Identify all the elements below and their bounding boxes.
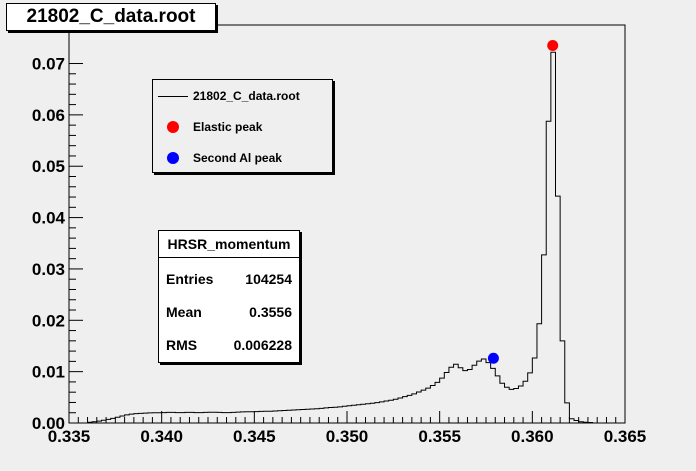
blue-dot-icon: [167, 152, 179, 164]
peak-markers: [487, 40, 559, 364]
y-tick-label: 0.05: [32, 157, 65, 176]
stats-row-rms: RMS 0.006228: [166, 335, 292, 355]
second-al-peak-marker: [487, 352, 499, 364]
stats-value: 0.3556: [249, 304, 292, 320]
histogram-line: [87, 51, 594, 423]
x-tick-label: 0.365: [604, 427, 647, 446]
y-tick-labels: 0.00 0.01 0.02 0.03 0.04 0.05 0.06 0.07: [32, 55, 66, 433]
legend-item-second-al-peak: Second Al peak: [153, 148, 332, 168]
y-tick-label: 0.01: [32, 363, 65, 382]
legend: 21802_C_data.root Elastic peak Second Al…: [152, 79, 333, 173]
y-tick-label: 0.04: [32, 209, 66, 228]
elastic-peak-marker: [547, 40, 559, 52]
stats-value: 0.006228: [233, 337, 292, 353]
stats-box: HRSR_momentum Entries 104254 Mean 0.3556…: [158, 230, 300, 363]
legend-label: Elastic peak: [193, 120, 263, 134]
y-tick-label: 0.03: [32, 260, 65, 279]
x-tick-label: 0.350: [326, 427, 369, 446]
axis-ticks: [68, 63, 626, 424]
stats-row-entries: Entries 104254: [166, 269, 292, 289]
chart-title: 21802_C_data.root: [6, 3, 216, 31]
stats-label: Entries: [166, 271, 214, 287]
y-tick-label: 0.07: [32, 55, 65, 74]
x-tick-label: 0.335: [48, 427, 91, 446]
legend-line-swatch: [158, 95, 188, 97]
legend-item-histogram: 21802_C_data.root: [153, 86, 332, 106]
stats-label: Mean: [166, 304, 202, 320]
y-tick-label: 0.00: [32, 414, 65, 433]
x-tick-label: 0.355: [418, 427, 461, 446]
legend-item-elastic-peak: Elastic peak: [153, 117, 332, 137]
legend-label: Second Al peak: [193, 151, 282, 165]
legend-label: 21802_C_data.root: [193, 89, 300, 103]
red-dot-icon: [167, 121, 179, 133]
y-tick-label: 0.02: [32, 311, 65, 330]
stats-title: HRSR_momentum: [159, 231, 299, 258]
x-tick-label: 0.360: [511, 427, 554, 446]
x-tick-label: 0.340: [140, 427, 183, 446]
x-tick-label: 0.345: [233, 427, 276, 446]
stats-row-mean: Mean 0.3556: [166, 302, 292, 322]
stats-value: 104254: [245, 271, 292, 287]
stats-label: RMS: [166, 337, 198, 353]
y-tick-label: 0.06: [32, 106, 65, 125]
x-tick-labels: 0.335 0.340 0.345 0.350 0.355 0.360 0.365: [48, 427, 647, 446]
